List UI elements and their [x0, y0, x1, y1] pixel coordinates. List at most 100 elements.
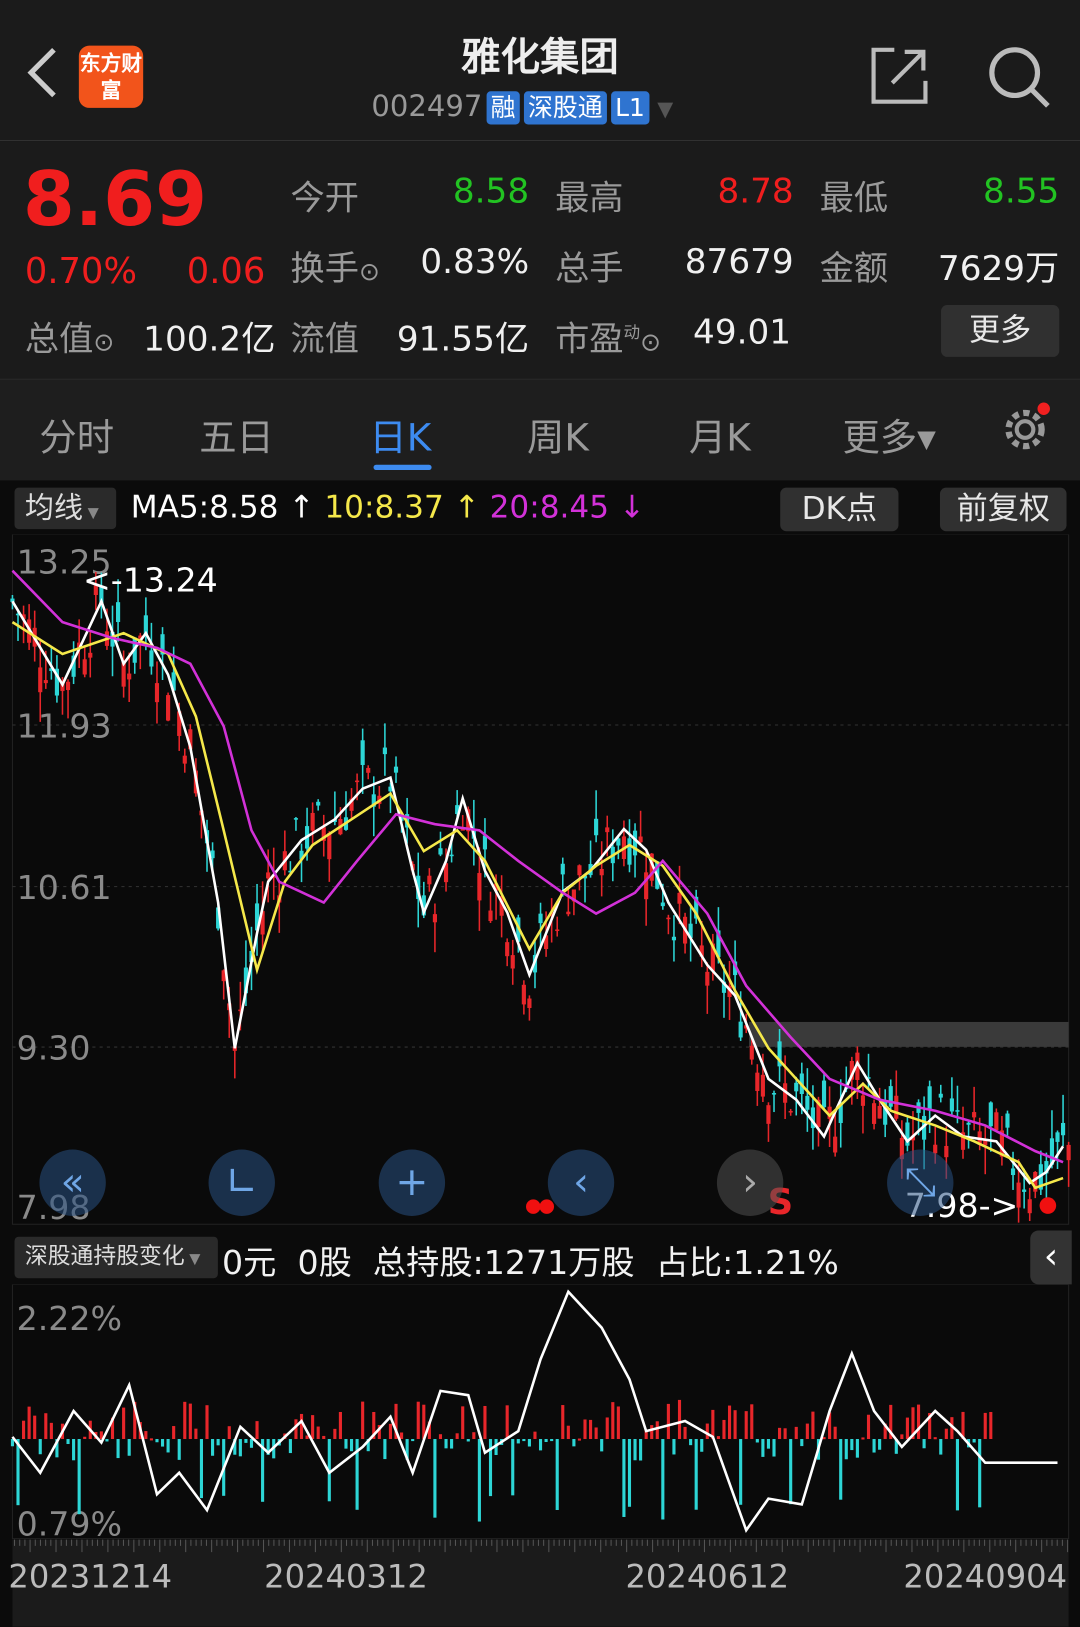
- dropdown-icon[interactable]: ▼: [657, 96, 674, 122]
- ma-selector[interactable]: 均线 ▼: [14, 487, 117, 530]
- search-icon[interactable]: [986, 44, 1052, 115]
- pe-label[interactable]: 市盈动⊙: [555, 311, 661, 361]
- candle-body: [966, 1122, 971, 1125]
- holding-change-bar: [844, 1439, 848, 1460]
- candle-body: [1005, 1113, 1010, 1128]
- tab-monthly-k[interactable]: 月K: [688, 417, 751, 460]
- tab-intraday[interactable]: 分时: [39, 417, 115, 460]
- indicator-selector[interactable]: 深股通持股变化 ▼: [14, 1236, 218, 1279]
- holding-change-bar: [355, 1439, 359, 1510]
- info-icon[interactable]: ⊙: [640, 327, 662, 357]
- candle-body: [499, 896, 504, 916]
- candle-body: [88, 652, 93, 658]
- holding-change-bar: [583, 1419, 587, 1440]
- candle-body: [171, 672, 176, 691]
- info-icon[interactable]: ⊙: [93, 327, 115, 357]
- holding-summary: 0元 0股 总持股:1271万股 占比:1.21%: [222, 1237, 839, 1285]
- holding-change-bar: [216, 1439, 220, 1446]
- candle-body: [649, 853, 654, 881]
- holding-change-bar: [133, 1401, 137, 1440]
- candle-body: [710, 943, 715, 972]
- holding-change-bar: [44, 1413, 48, 1440]
- tab-daily-k[interactable]: 日K: [369, 417, 432, 460]
- more-button[interactable]: 更多: [941, 305, 1060, 357]
- scroll-far-left-button[interactable]: «: [39, 1149, 106, 1216]
- candle-body: [955, 1110, 960, 1112]
- holding-change-bar: [177, 1439, 181, 1460]
- candle-body: [855, 1052, 860, 1081]
- tab-weekly-k[interactable]: 周K: [527, 417, 589, 460]
- candle-body: [760, 1074, 765, 1097]
- low-value: 8.55: [983, 170, 1060, 211]
- collapse-panel-button[interactable]: ‹: [1030, 1230, 1072, 1285]
- tab-five-day[interactable]: 五日: [199, 417, 274, 460]
- candle-body: [766, 1105, 771, 1124]
- back-icon[interactable]: [23, 42, 65, 104]
- period-tabs: [0, 378, 1080, 481]
- candle-body: [210, 850, 215, 859]
- fullscreen-button[interactable]: ⤡: [887, 1149, 954, 1216]
- holding-change-bar: [238, 1439, 242, 1457]
- holding-change-bar: [916, 1404, 921, 1440]
- holding-change-bar: [394, 1403, 398, 1440]
- candle-body: [632, 830, 638, 856]
- adjust-button[interactable]: 前复权: [939, 487, 1067, 532]
- candle-body: [838, 1103, 843, 1124]
- settings-icon[interactable]: [998, 402, 1052, 461]
- holding-change-bar: [672, 1439, 676, 1455]
- ma5-line: [11, 597, 1065, 1185]
- holding-change-bar: [72, 1439, 76, 1461]
- sub-chart-frame: [11, 1284, 1070, 1540]
- candle-body: [1022, 1189, 1027, 1192]
- candle-body: [671, 936, 677, 941]
- candle-body: [905, 1122, 910, 1146]
- candle-body: [510, 955, 515, 969]
- holding-change-bar: [183, 1401, 187, 1440]
- ma-values: MA5:8.58 ↑ 10:8.37 ↑ 20:8.45 ↓: [130, 489, 646, 527]
- market-cap-label[interactable]: 总值⊙: [25, 311, 114, 361]
- candle-body: [705, 971, 710, 986]
- holding-amount: 0元: [222, 1242, 277, 1283]
- holding-change-bar: [77, 1439, 81, 1515]
- amount-value: 7629万: [937, 247, 1060, 289]
- candle-body: [810, 1107, 815, 1129]
- holding-change-bar: [600, 1439, 604, 1452]
- candle-body: [493, 883, 499, 891]
- holding-change-bar: [983, 1412, 987, 1440]
- scroll-right-button[interactable]: ›: [716, 1149, 784, 1216]
- turnover-label[interactable]: 换手⊙: [291, 241, 380, 291]
- dk-point-button[interactable]: DK点: [780, 487, 899, 532]
- holding-change-bar: [644, 1429, 648, 1440]
- holding-change-bar: [989, 1411, 993, 1440]
- holding-change-bar: [527, 1439, 531, 1447]
- tab-more[interactable]: 更多▾: [842, 417, 936, 460]
- candle-body: [182, 755, 187, 764]
- holding-change-bar: [110, 1417, 115, 1440]
- candle-body: [599, 868, 604, 876]
- zoom-out-button[interactable]: ∟: [208, 1149, 275, 1216]
- holding-change-bar: [805, 1423, 809, 1440]
- share-icon[interactable]: [869, 46, 929, 110]
- candle-body: [427, 875, 432, 885]
- app-logo[interactable]: 东方财富: [78, 45, 144, 108]
- holding-change-bar: [666, 1403, 670, 1440]
- candle-body: [15, 613, 21, 616]
- candle-body: [788, 1110, 793, 1113]
- holding-change-bar: [538, 1439, 543, 1451]
- holding-change-bar: [322, 1435, 326, 1440]
- y-tick-label: 9.30: [17, 1029, 91, 1068]
- holding-change-bar: [972, 1439, 976, 1443]
- scroll-left-button[interactable]: ‹: [547, 1149, 615, 1216]
- candle-body: [677, 892, 682, 904]
- info-icon[interactable]: ⊙: [358, 257, 380, 287]
- candle-body: [143, 615, 148, 636]
- holding-change-bar: [705, 1423, 709, 1440]
- change-amount: 0.06: [186, 251, 266, 293]
- zoom-in-button[interactable]: +: [378, 1149, 446, 1216]
- holding-change-bar: [105, 1439, 109, 1442]
- candle-body: [488, 910, 493, 922]
- holding-change-bar: [511, 1439, 515, 1496]
- holding-change-bar: [778, 1427, 782, 1440]
- holding-change-bar: [416, 1401, 420, 1440]
